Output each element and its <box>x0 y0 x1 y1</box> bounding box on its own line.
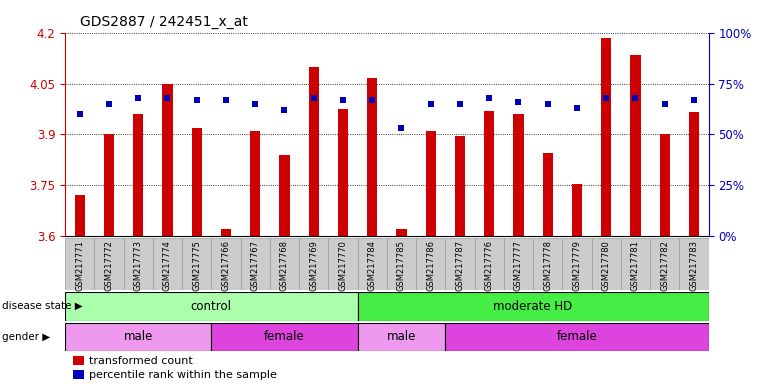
Bar <box>445 238 475 290</box>
Bar <box>620 238 650 290</box>
Bar <box>329 238 358 290</box>
Bar <box>542 153 553 236</box>
Text: GSM217768: GSM217768 <box>280 240 289 291</box>
Bar <box>211 323 358 351</box>
Text: control: control <box>191 300 232 313</box>
Text: male: male <box>123 331 153 343</box>
Bar <box>94 238 123 290</box>
Text: GSM217776: GSM217776 <box>485 240 494 291</box>
Text: GSM217781: GSM217781 <box>631 240 640 291</box>
Bar <box>74 195 85 236</box>
Text: GSM217786: GSM217786 <box>426 240 435 291</box>
Text: GSM217785: GSM217785 <box>397 240 406 291</box>
Bar <box>475 238 504 290</box>
Text: GSM217773: GSM217773 <box>134 240 142 291</box>
Bar <box>211 238 241 290</box>
Text: GSM217770: GSM217770 <box>339 240 348 291</box>
Bar <box>123 238 153 290</box>
Bar <box>445 323 709 351</box>
Bar <box>455 136 465 236</box>
Bar <box>358 292 709 321</box>
Bar <box>73 370 84 379</box>
Bar <box>630 55 640 236</box>
Bar <box>162 84 172 236</box>
Bar <box>221 229 231 236</box>
Text: GSM217780: GSM217780 <box>601 240 611 291</box>
Text: GDS2887 / 242451_x_at: GDS2887 / 242451_x_at <box>80 15 248 29</box>
Text: male: male <box>387 331 416 343</box>
Bar <box>571 184 582 236</box>
Bar <box>133 114 143 236</box>
Bar <box>650 238 679 290</box>
Text: GSM217778: GSM217778 <box>543 240 552 291</box>
Text: GSM217779: GSM217779 <box>572 240 581 291</box>
Bar <box>416 238 445 290</box>
Bar <box>182 238 211 290</box>
Text: moderate HD: moderate HD <box>493 300 573 313</box>
Text: transformed count: transformed count <box>89 356 192 366</box>
Text: female: female <box>264 331 305 343</box>
Bar <box>280 155 290 236</box>
Bar <box>250 131 260 236</box>
Text: GSM217777: GSM217777 <box>514 240 523 291</box>
Text: GSM217783: GSM217783 <box>689 240 699 291</box>
Text: GSM217784: GSM217784 <box>368 240 377 291</box>
Bar <box>65 238 94 290</box>
Bar <box>591 238 620 290</box>
Bar <box>270 238 299 290</box>
Bar <box>192 127 202 236</box>
Bar <box>104 134 114 236</box>
Text: GSM217787: GSM217787 <box>456 240 464 291</box>
Bar <box>338 109 348 236</box>
Bar <box>601 38 611 236</box>
Text: GSM217767: GSM217767 <box>250 240 260 291</box>
Bar <box>65 323 211 351</box>
Bar <box>484 111 494 236</box>
Text: GSM217766: GSM217766 <box>221 240 231 291</box>
Bar <box>513 114 523 236</box>
Bar <box>367 78 378 236</box>
Bar <box>426 131 436 236</box>
Bar <box>387 238 416 290</box>
Bar <box>299 238 329 290</box>
Bar <box>562 238 591 290</box>
Text: female: female <box>557 331 597 343</box>
Bar <box>689 113 699 236</box>
Bar <box>358 238 387 290</box>
Text: GSM217775: GSM217775 <box>192 240 201 291</box>
Text: percentile rank within the sample: percentile rank within the sample <box>89 369 277 380</box>
Bar <box>679 238 709 290</box>
Bar <box>73 356 84 366</box>
Bar <box>504 238 533 290</box>
Text: gender ▶: gender ▶ <box>2 332 50 342</box>
Bar <box>396 229 407 236</box>
Bar <box>153 238 182 290</box>
Bar <box>241 238 270 290</box>
Text: GSM217774: GSM217774 <box>163 240 172 291</box>
Text: GSM217769: GSM217769 <box>309 240 318 291</box>
Text: GSM217782: GSM217782 <box>660 240 669 291</box>
Text: GSM217771: GSM217771 <box>75 240 84 291</box>
Bar <box>358 323 445 351</box>
Text: GSM217772: GSM217772 <box>104 240 113 291</box>
Bar <box>660 134 669 236</box>
Bar <box>533 238 562 290</box>
Bar <box>65 292 358 321</box>
Bar <box>309 66 319 236</box>
Text: disease state ▶: disease state ▶ <box>2 301 82 311</box>
